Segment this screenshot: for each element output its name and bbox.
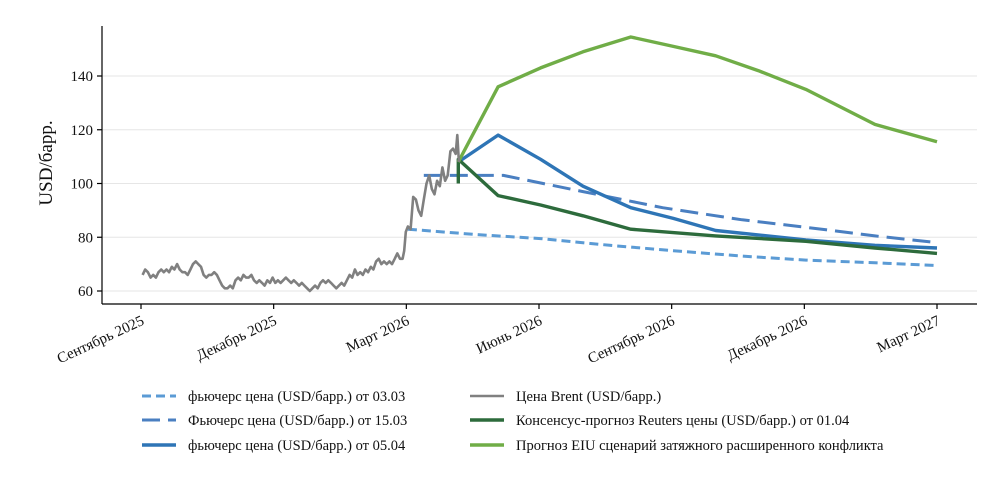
series-line-0 (407, 227, 938, 267)
series-line-4 (456, 157, 938, 256)
legend-label-0: фьючерс цена (USD/барр.) от 03.03 (188, 389, 405, 405)
x-ticks: Сентябрь 2025 Декабрь 2025 Март 2026 Июнь 2… (55, 304, 943, 367)
legend-label-2: фьючерс цена (USD/барр.) от 05.04 (188, 438, 406, 454)
legend-label-1: Фьючерс цена (USD/барр.) от 15.03 (188, 413, 407, 429)
series-line-3 (141, 133, 461, 293)
x-tick-label: Сентябрь 2026 (586, 313, 678, 367)
x-tick-label: Сентябрь 2025 (55, 313, 147, 367)
series-layer (141, 35, 938, 293)
series-line-1 (423, 173, 938, 245)
legend-label-5: Прогноз EIU сценарий затяжного расширенн… (516, 438, 884, 454)
y-tick-label: 60 (78, 284, 93, 300)
legend: фьючерс цена (USD/барр.) от 03.03 Фьючерс… (142, 389, 884, 454)
y-tick-label: 140 (71, 69, 94, 85)
x-tick-label: Декабрь 2026 (725, 313, 811, 364)
legend-label-4: Консенсус-прогноз Reuters цены (USD/барр… (516, 413, 850, 429)
y-ticks: 60 80 100 120 140 (71, 69, 102, 300)
y-tick-label: 80 (78, 230, 93, 246)
x-tick-label: Июнь 2026 (474, 313, 545, 358)
y-tick-label: 100 (71, 177, 94, 193)
x-tick-label: Март 2026 (344, 313, 412, 356)
legend-label-3: Цена Brent (USD/барр.) (516, 389, 661, 405)
y-tick-label: 120 (71, 123, 94, 139)
y-axis-label: USD/барр. (36, 120, 57, 205)
series-line-5 (456, 35, 938, 163)
x-tick-label: Март 2027 (875, 313, 943, 356)
series-line-2 (457, 133, 938, 250)
x-tick-label: Декабрь 2025 (194, 313, 279, 364)
